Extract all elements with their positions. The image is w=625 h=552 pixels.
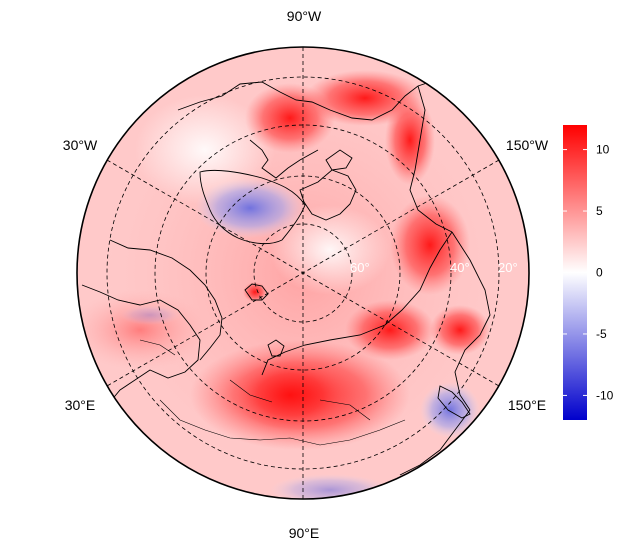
- latitude-label-60: 60°: [350, 260, 370, 275]
- coastlines: [81, 81, 491, 476]
- graticule: [106, 47, 500, 499]
- colorbar-tick-label: 5: [596, 204, 603, 218]
- canadian-archipelago-coastline: [299, 149, 357, 221]
- asia-borders: [139, 339, 406, 446]
- greenland-coastline: [199, 169, 306, 245]
- svalbard-coastline: [267, 339, 285, 357]
- scandinavia-coastline: [109, 239, 223, 361]
- colorbar-tick-label: 10: [596, 143, 610, 157]
- north-america-coastline: [177, 81, 431, 179]
- novaya-zemlya-coastline: [244, 283, 269, 301]
- alaska-coastline: [409, 85, 453, 233]
- siberia-coastline: [261, 231, 453, 376]
- latitude-label-20: 20°: [498, 260, 518, 275]
- field-warm-anomaly: [77, 290, 210, 370]
- latitude-label-40: 40°: [450, 260, 470, 275]
- anomaly-field: [77, 47, 529, 499]
- colorbar: 10 5 0 -5 -10: [563, 125, 614, 420]
- field-cool-anomaly: [120, 305, 180, 325]
- field-white-zone: [135, 95, 275, 205]
- longitude-label-30e: 30°E: [65, 397, 96, 413]
- longitude-label-90e: 90°E: [289, 525, 320, 541]
- field-warm-anomaly: [390, 195, 470, 295]
- field-cool-anomaly: [420, 382, 480, 438]
- field-warm-anomaly: [345, 300, 435, 360]
- map-boundary: [76, 46, 530, 500]
- kamchatka-coastline: [451, 231, 491, 411]
- colorbar-ticks: 10 5 0 -5 -10: [563, 143, 614, 402]
- latitude-circle: [253, 223, 353, 323]
- china-coastline: [399, 409, 471, 476]
- field-white-zone: [270, 205, 390, 295]
- field-cool-anomaly: [195, 178, 305, 238]
- field-warm-anomaly: [235, 360, 345, 430]
- europe-coastline: [81, 284, 201, 403]
- longitude-label-150w: 150°W: [506, 137, 549, 153]
- colorbar-tick-label: -10: [596, 388, 614, 402]
- field-warm-anomaly: [430, 305, 490, 355]
- colorbar-tick-label: 0: [596, 266, 603, 280]
- meridian-150w-30e: [106, 159, 500, 387]
- field-cool-anomaly: [270, 474, 390, 499]
- latitude-circle: [106, 76, 500, 470]
- longitude-label-150e: 150°E: [508, 397, 546, 413]
- colorbar-tick-label: -5: [596, 327, 607, 341]
- longitude-label-30w: 30°W: [63, 137, 98, 153]
- longitude-label-90w: 90°W: [287, 8, 322, 24]
